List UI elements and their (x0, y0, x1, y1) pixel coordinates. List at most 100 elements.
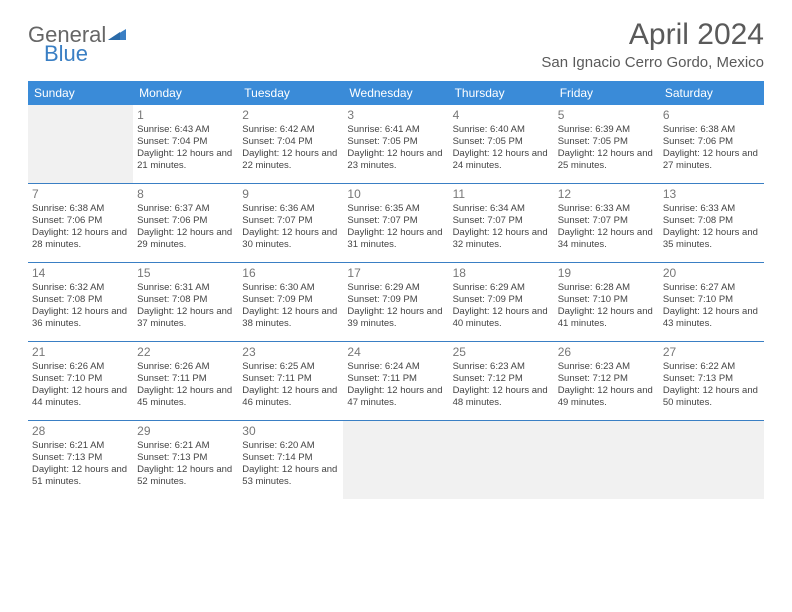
day-number: 16 (242, 266, 339, 281)
sunset-text: Sunset: 7:08 PM (32, 294, 129, 306)
daylight-text: Daylight: 12 hours and 38 minutes. (242, 306, 339, 330)
weekday-tuesday: Tuesday (238, 81, 343, 105)
sunset-text: Sunset: 7:04 PM (137, 136, 234, 148)
day-cell: 22Sunrise: 6:26 AMSunset: 7:11 PMDayligh… (133, 342, 238, 420)
daylight-text: Daylight: 12 hours and 28 minutes. (32, 227, 129, 251)
daylight-text: Daylight: 12 hours and 24 minutes. (453, 148, 550, 172)
weekday-sunday: Sunday (28, 81, 133, 105)
sunset-text: Sunset: 7:11 PM (347, 373, 444, 385)
sunset-text: Sunset: 7:07 PM (347, 215, 444, 227)
weekday-monday: Monday (133, 81, 238, 105)
sunrise-text: Sunrise: 6:20 AM (242, 440, 339, 452)
day-number: 7 (32, 187, 129, 202)
day-number: 2 (242, 108, 339, 123)
sunrise-text: Sunrise: 6:38 AM (663, 124, 760, 136)
day-cell: 8Sunrise: 6:37 AMSunset: 7:06 PMDaylight… (133, 184, 238, 262)
day-cell: 3Sunrise: 6:41 AMSunset: 7:05 PMDaylight… (343, 105, 448, 183)
day-cell: 16Sunrise: 6:30 AMSunset: 7:09 PMDayligh… (238, 263, 343, 341)
day-number: 13 (663, 187, 760, 202)
sunrise-text: Sunrise: 6:33 AM (663, 203, 760, 215)
day-cell: 6Sunrise: 6:38 AMSunset: 7:06 PMDaylight… (659, 105, 764, 183)
day-number: 3 (347, 108, 444, 123)
day-number: 12 (558, 187, 655, 202)
day-number: 28 (32, 424, 129, 439)
sunset-text: Sunset: 7:04 PM (242, 136, 339, 148)
day-number: 29 (137, 424, 234, 439)
logo: GeneralBlue (28, 24, 128, 65)
day-number: 20 (663, 266, 760, 281)
day-cell: 13Sunrise: 6:33 AMSunset: 7:08 PMDayligh… (659, 184, 764, 262)
sunset-text: Sunset: 7:12 PM (558, 373, 655, 385)
sunrise-text: Sunrise: 6:42 AM (242, 124, 339, 136)
day-number: 6 (663, 108, 760, 123)
day-cell: 1Sunrise: 6:43 AMSunset: 7:04 PMDaylight… (133, 105, 238, 183)
day-cell: 27Sunrise: 6:22 AMSunset: 7:13 PMDayligh… (659, 342, 764, 420)
day-cell: 2Sunrise: 6:42 AMSunset: 7:04 PMDaylight… (238, 105, 343, 183)
sunset-text: Sunset: 7:13 PM (663, 373, 760, 385)
sunset-text: Sunset: 7:09 PM (453, 294, 550, 306)
day-cell: 10Sunrise: 6:35 AMSunset: 7:07 PMDayligh… (343, 184, 448, 262)
sunrise-text: Sunrise: 6:43 AM (137, 124, 234, 136)
daylight-text: Daylight: 12 hours and 52 minutes. (137, 464, 234, 488)
sunset-text: Sunset: 7:05 PM (453, 136, 550, 148)
sunset-text: Sunset: 7:07 PM (453, 215, 550, 227)
sunrise-text: Sunrise: 6:27 AM (663, 282, 760, 294)
daylight-text: Daylight: 12 hours and 37 minutes. (137, 306, 234, 330)
sunset-text: Sunset: 7:09 PM (347, 294, 444, 306)
empty-cell (343, 421, 448, 499)
daylight-text: Daylight: 12 hours and 32 minutes. (453, 227, 550, 251)
sunrise-text: Sunrise: 6:40 AM (453, 124, 550, 136)
sunrise-text: Sunrise: 6:31 AM (137, 282, 234, 294)
weekday-thursday: Thursday (449, 81, 554, 105)
day-number: 23 (242, 345, 339, 360)
day-cell: 25Sunrise: 6:23 AMSunset: 7:12 PMDayligh… (449, 342, 554, 420)
day-number: 4 (453, 108, 550, 123)
day-cell: 20Sunrise: 6:27 AMSunset: 7:10 PMDayligh… (659, 263, 764, 341)
day-number: 15 (137, 266, 234, 281)
sunset-text: Sunset: 7:11 PM (137, 373, 234, 385)
daylight-text: Daylight: 12 hours and 43 minutes. (663, 306, 760, 330)
day-number: 5 (558, 108, 655, 123)
sunset-text: Sunset: 7:05 PM (347, 136, 444, 148)
daylight-text: Daylight: 12 hours and 53 minutes. (242, 464, 339, 488)
day-cell: 15Sunrise: 6:31 AMSunset: 7:08 PMDayligh… (133, 263, 238, 341)
daylight-text: Daylight: 12 hours and 49 minutes. (558, 385, 655, 409)
day-number: 14 (32, 266, 129, 281)
sunset-text: Sunset: 7:07 PM (242, 215, 339, 227)
week-row: 28Sunrise: 6:21 AMSunset: 7:13 PMDayligh… (28, 421, 764, 499)
daylight-text: Daylight: 12 hours and 40 minutes. (453, 306, 550, 330)
day-number: 25 (453, 345, 550, 360)
day-number: 18 (453, 266, 550, 281)
day-cell: 30Sunrise: 6:20 AMSunset: 7:14 PMDayligh… (238, 421, 343, 499)
sunrise-text: Sunrise: 6:33 AM (558, 203, 655, 215)
day-number: 26 (558, 345, 655, 360)
daylight-text: Daylight: 12 hours and 34 minutes. (558, 227, 655, 251)
calendar-grid: 1Sunrise: 6:43 AMSunset: 7:04 PMDaylight… (28, 105, 764, 499)
day-cell: 28Sunrise: 6:21 AMSunset: 7:13 PMDayligh… (28, 421, 133, 499)
day-cell: 19Sunrise: 6:28 AMSunset: 7:10 PMDayligh… (554, 263, 659, 341)
daylight-text: Daylight: 12 hours and 47 minutes. (347, 385, 444, 409)
sunset-text: Sunset: 7:12 PM (453, 373, 550, 385)
sunrise-text: Sunrise: 6:32 AM (32, 282, 129, 294)
sunrise-text: Sunrise: 6:41 AM (347, 124, 444, 136)
daylight-text: Daylight: 12 hours and 22 minutes. (242, 148, 339, 172)
day-number: 19 (558, 266, 655, 281)
sunrise-text: Sunrise: 6:26 AM (32, 361, 129, 373)
title-block: April 2024 San Ignacio Cerro Gordo, Mexi… (541, 18, 764, 71)
empty-cell (659, 421, 764, 499)
day-cell: 26Sunrise: 6:23 AMSunset: 7:12 PMDayligh… (554, 342, 659, 420)
daylight-text: Daylight: 12 hours and 23 minutes. (347, 148, 444, 172)
empty-cell (554, 421, 659, 499)
sunrise-text: Sunrise: 6:34 AM (453, 203, 550, 215)
day-number: 30 (242, 424, 339, 439)
sunrise-text: Sunrise: 6:21 AM (32, 440, 129, 452)
day-cell: 9Sunrise: 6:36 AMSunset: 7:07 PMDaylight… (238, 184, 343, 262)
sunset-text: Sunset: 7:14 PM (242, 452, 339, 464)
daylight-text: Daylight: 12 hours and 31 minutes. (347, 227, 444, 251)
sunrise-text: Sunrise: 6:37 AM (137, 203, 234, 215)
day-cell: 18Sunrise: 6:29 AMSunset: 7:09 PMDayligh… (449, 263, 554, 341)
sunset-text: Sunset: 7:06 PM (137, 215, 234, 227)
sunrise-text: Sunrise: 6:38 AM (32, 203, 129, 215)
location: San Ignacio Cerro Gordo, Mexico (541, 54, 764, 71)
logo-text-2: Blue (44, 43, 128, 65)
